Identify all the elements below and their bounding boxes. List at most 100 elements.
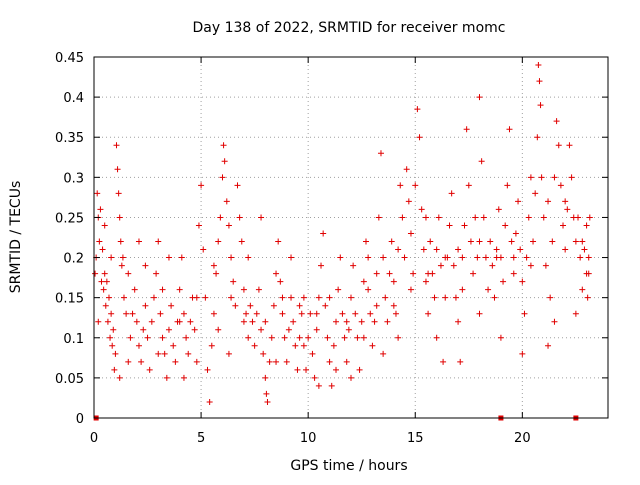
data-point [431,294,438,301]
data-point [313,310,320,317]
data-point [435,214,442,221]
grid [94,57,608,418]
data-point [390,278,397,285]
data-point [506,126,513,133]
data-point [251,342,258,349]
data-point [440,358,447,365]
data-point [555,142,562,149]
data-point [487,238,494,245]
data-point [234,182,241,189]
data-point [367,310,374,317]
data-point [109,342,116,349]
data-point [258,326,265,333]
data-point [105,294,112,301]
y-axis-label: SRMTID / TECUs [8,181,24,294]
data-point [215,238,222,245]
y-tick-label: 0.05 [55,372,84,387]
data-point [493,254,500,261]
data-point [210,310,217,317]
data-point [153,270,160,277]
data-point [273,358,280,365]
data-point [221,158,228,165]
data-point [168,302,175,309]
data-point [448,190,455,197]
data-point [288,294,295,301]
data-point [270,302,277,309]
data-point [220,142,227,149]
data-point [219,174,226,181]
data-point [193,294,200,301]
data-point [502,222,509,229]
data-point [148,318,155,325]
data-point [459,286,466,293]
data-point [155,238,162,245]
data-point [579,238,586,245]
data-point [223,198,230,205]
data-point [551,318,558,325]
data-point [96,238,103,245]
data-point [170,342,177,349]
data-point [386,270,393,277]
data-point [397,182,404,189]
data-point [101,222,108,229]
data-point [292,342,299,349]
data-point [572,238,579,245]
data-point [176,286,183,293]
data-point [365,254,372,261]
y-tick-label: 0 [76,412,84,427]
data-point [131,286,138,293]
data-point [534,134,541,141]
data-point [142,302,149,309]
data-point [115,190,122,197]
data-point [390,302,397,309]
data-point [245,334,252,341]
data-point [542,262,549,269]
data-point [277,278,284,285]
data-point [263,390,270,397]
data-point [262,318,269,325]
data-point [465,182,472,189]
data-point [352,310,359,317]
data-point [401,254,408,261]
y-tick-label: 0.1 [63,332,84,347]
data-point [562,246,569,253]
x-tick-label: 20 [514,431,531,446]
data-point [535,62,542,69]
x-tick-label: 0 [90,431,98,446]
data-point [113,142,120,149]
data-point [392,310,399,317]
data-point [114,166,121,173]
data-point [157,310,164,317]
data-point [315,382,322,389]
data-point [262,374,269,381]
data-point [414,106,421,113]
data-point [493,246,500,253]
data-point [375,214,382,221]
data-point [298,310,305,317]
data-point [476,310,483,317]
data-point [549,238,556,245]
data-point [215,326,222,333]
data-point [354,334,361,341]
data-point [300,342,307,349]
data-point [110,326,117,333]
data-point [537,102,544,109]
data-point [442,254,449,261]
data-point [165,326,172,333]
data-point [510,254,517,261]
data-point [200,246,207,253]
data-point [557,182,564,189]
data-point [92,270,99,277]
data-point [328,382,335,389]
data-point [538,174,545,181]
data-point [290,318,297,325]
data-point [545,342,552,349]
x-tick-label: 15 [407,431,424,446]
data-point [322,302,329,309]
data-point [150,294,157,301]
data-point [489,262,496,269]
data-point [442,294,449,301]
data-point [264,398,271,405]
